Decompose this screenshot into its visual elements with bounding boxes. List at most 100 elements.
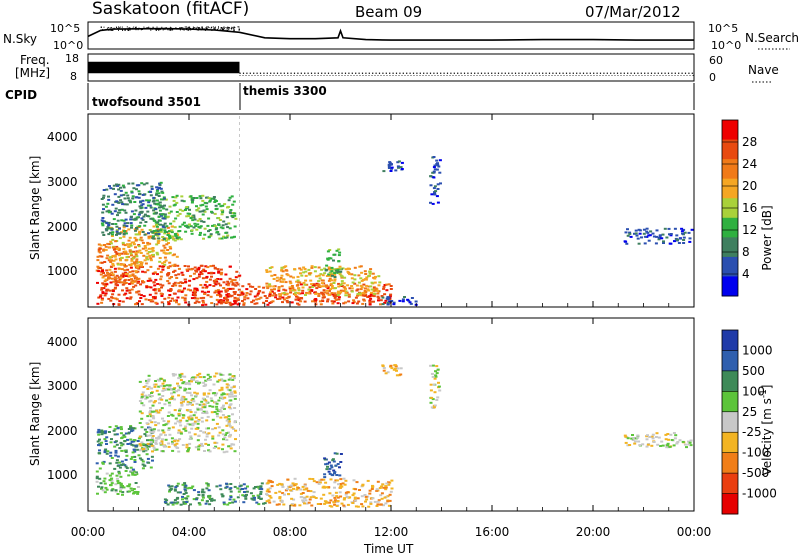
power-cell [130, 282, 134, 285]
velocity-cell [130, 443, 134, 446]
velocity-cell [96, 440, 100, 443]
power-cell [626, 234, 630, 237]
power-cell [185, 206, 189, 208]
velocity-cell [175, 446, 179, 449]
velocity-cell [163, 389, 167, 391]
power-cell [157, 233, 161, 236]
velocity-cell [151, 437, 154, 440]
power-cell [191, 200, 194, 203]
power-cell [400, 168, 404, 170]
velocity-cell [352, 479, 356, 482]
velocity-cell [118, 466, 122, 469]
power-cell [125, 256, 129, 259]
velocity-cell [100, 487, 103, 490]
power-cell [103, 280, 107, 283]
power-cell [331, 274, 334, 277]
velocity-cell [685, 446, 688, 449]
velocity-cell [140, 426, 144, 429]
velocity-cell [121, 491, 125, 494]
power-cell [396, 165, 400, 168]
power-cell [231, 279, 235, 282]
power-cell [243, 296, 247, 299]
power-cell [98, 295, 102, 298]
power-cell [166, 267, 170, 269]
power-cell [152, 212, 156, 215]
velocity-cell [194, 394, 198, 397]
velocity-cell [196, 407, 200, 410]
power-cell [284, 289, 288, 292]
power-cell [215, 227, 219, 230]
velocity-cell [211, 428, 215, 431]
velocity-cell [97, 485, 100, 488]
velocity-cell [245, 490, 249, 493]
power-cell [201, 210, 205, 213]
velocity-cell [339, 461, 343, 463]
power-cell [661, 233, 665, 236]
noise-dot [223, 29, 225, 31]
power-cell [139, 283, 142, 286]
velocity-cell [395, 369, 398, 372]
power-cell [311, 285, 315, 288]
velocity-cell [129, 438, 133, 441]
noise-dot [131, 27, 133, 29]
velocity-cell [180, 375, 184, 378]
velocity-cell [669, 433, 673, 436]
velocity-cell [267, 479, 271, 482]
power-cell [288, 280, 292, 283]
power-cell [191, 198, 195, 201]
power-cell [120, 257, 124, 259]
power-cell [625, 242, 629, 245]
noise-dot [118, 26, 119, 28]
power-cell [436, 201, 440, 204]
velocity-cell [150, 410, 154, 413]
power-cell [114, 286, 117, 289]
velocity-cell [255, 501, 259, 504]
power-cell [300, 274, 304, 277]
velocity-cell [292, 498, 296, 501]
velocity-cell [214, 445, 218, 448]
velocity-colorbar-tick-label: 25 [742, 405, 757, 419]
velocity-cell [188, 392, 192, 394]
power-cell [240, 292, 244, 295]
velocity-cell [149, 399, 153, 402]
velocity-cell [114, 454, 118, 457]
velocity-panel-frame [87, 317, 695, 512]
velocity-cell [382, 367, 386, 369]
power-cell [372, 295, 376, 298]
power-cell [160, 286, 163, 289]
velocity-cell [154, 442, 158, 445]
noise-dot [233, 28, 235, 29]
velocity-cell [429, 364, 433, 367]
power-cell [682, 236, 686, 239]
power-cell [341, 289, 345, 292]
velocity-cell [243, 491, 246, 493]
power-cell [131, 218, 135, 221]
power-cell [373, 277, 377, 280]
velocity-cell [181, 444, 185, 446]
power-cell [140, 204, 144, 207]
velocity-cell [176, 496, 180, 499]
power-cell [165, 208, 169, 211]
power-cell [147, 251, 151, 253]
power-cell [114, 250, 118, 253]
velocity-cell [145, 444, 149, 447]
power-cell [198, 195, 202, 198]
velocity-cell [151, 459, 154, 462]
velocity-cell [211, 437, 215, 440]
velocity-cell [138, 443, 142, 445]
velocity-cell [336, 496, 340, 499]
velocity-cell [109, 441, 113, 444]
velocity-colorbar-swatch [722, 411, 738, 433]
power-cell [317, 274, 321, 277]
power-cell [338, 251, 342, 254]
power-cell [317, 266, 321, 269]
velocity-cell [434, 374, 438, 377]
power-cell [326, 250, 330, 253]
velocity-cell [433, 404, 437, 407]
power-cell [130, 254, 133, 257]
velocity-cell [287, 493, 290, 495]
power-cell [673, 240, 676, 243]
power-cell [173, 281, 177, 284]
power-cell [123, 250, 127, 253]
power-cell [394, 169, 398, 172]
